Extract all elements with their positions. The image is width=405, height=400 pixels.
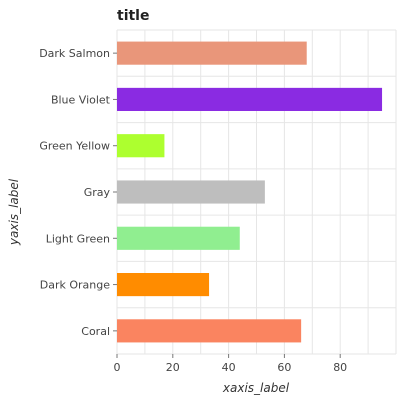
y-tick-label: Coral: [81, 325, 110, 338]
y-tick-labels: Coral Dark Orange Light Green Gray Green Yel…: [39, 47, 117, 338]
bar-dark-salmon: [117, 41, 307, 65]
bar-gray: [117, 180, 265, 204]
x-tick-labels: 0 20 40 60 80: [114, 354, 347, 374]
x-tick-label: 80: [333, 361, 347, 374]
x-tick-label: 0: [114, 361, 121, 374]
bar-green-yellow: [117, 134, 165, 158]
bar-light-green: [117, 226, 240, 250]
chart-title: title: [117, 8, 149, 24]
x-axis-label: xaxis_label: [222, 381, 290, 395]
y-tick-label: Blue Violet: [51, 93, 111, 106]
bar-dark-orange: [117, 273, 210, 297]
y-axis-label: yaxis_label: [7, 178, 21, 246]
y-tick-label: Green Yellow: [39, 140, 110, 153]
x-tick-label: 60: [277, 361, 291, 374]
x-tick-label: 20: [166, 361, 180, 374]
y-tick-label: Dark Orange: [40, 279, 110, 292]
y-tick-label: Dark Salmon: [39, 47, 110, 60]
bar-blue-violet: [117, 87, 383, 111]
bar-coral: [117, 319, 302, 343]
x-tick-label: 40: [222, 361, 236, 374]
y-tick-label: Gray: [84, 186, 111, 199]
y-tick-label: Light Green: [46, 232, 110, 245]
bars: [117, 41, 383, 343]
